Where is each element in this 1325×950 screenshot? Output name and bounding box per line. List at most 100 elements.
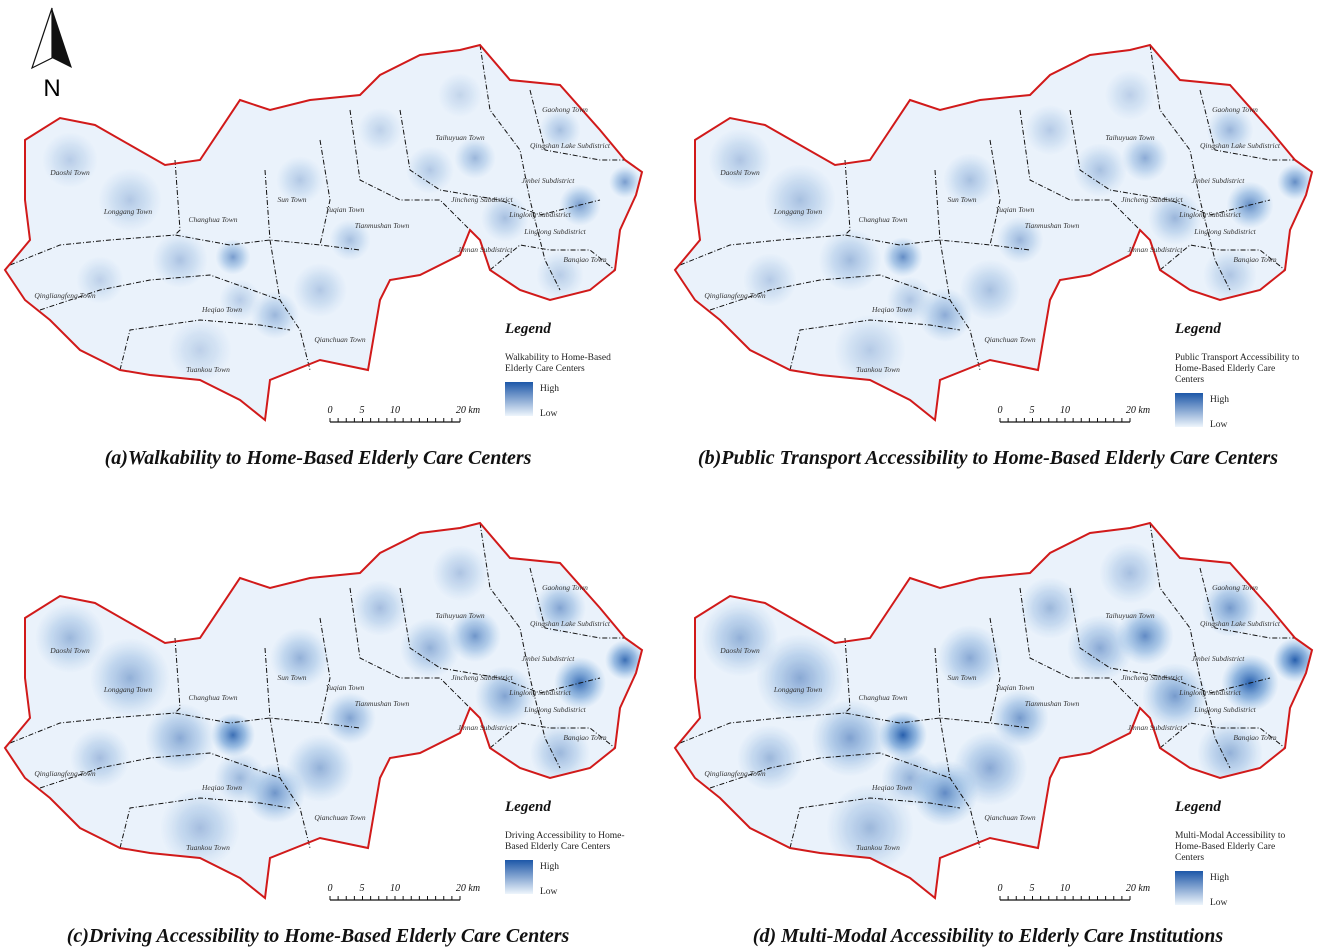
scale-label: 20 km bbox=[1126, 883, 1150, 894]
town-label: Heqiao Town bbox=[871, 783, 912, 792]
town-label: Jincheng Subdistrict bbox=[451, 673, 513, 682]
legend-high: High bbox=[540, 384, 559, 394]
heat-blob bbox=[400, 618, 460, 678]
legend-subtitle: Multi-Modal Accessibility to bbox=[1175, 831, 1286, 841]
town-label: Longgang Town bbox=[773, 685, 823, 694]
heat-blob bbox=[329, 219, 371, 261]
legend-subtitle: Driving Accessibility to Home- bbox=[505, 831, 625, 841]
town-label: Gaohong Town bbox=[1212, 105, 1258, 114]
town-label: Jinnan Subdistrict bbox=[458, 245, 514, 254]
town-label: Jincheng Subdistrict bbox=[1121, 195, 1183, 204]
heat-blob bbox=[826, 784, 914, 872]
heat-blob bbox=[991, 689, 1049, 747]
town-label: Jinnan Subdistrict bbox=[458, 723, 514, 732]
scale-label: 0 bbox=[328, 405, 333, 416]
district-boundary bbox=[319, 139, 331, 246]
legend-title: Legend bbox=[504, 321, 551, 337]
heat-blob bbox=[886, 276, 934, 324]
town-label: Tianmushan Town bbox=[1025, 221, 1080, 230]
town-label: Heqiao Town bbox=[871, 305, 912, 314]
town-label: Linglong Subdistrict bbox=[508, 688, 571, 697]
heat-blob bbox=[536, 251, 584, 299]
legend-low: Low bbox=[540, 887, 558, 897]
town-label: Tianmushan Town bbox=[355, 699, 410, 708]
panel-caption: (c)Driving Accessibility to Home-Based E… bbox=[67, 925, 570, 947]
scale-label: 20 km bbox=[1126, 405, 1150, 416]
town-label: Linglong Subdistrict bbox=[1193, 705, 1256, 714]
scale-label: 5 bbox=[360, 883, 365, 894]
town-label: Daoshi Town bbox=[49, 168, 90, 177]
town-label: Yuqian Town bbox=[996, 683, 1035, 692]
town-label: Linglong Subdistrict bbox=[523, 227, 586, 236]
heat-blob bbox=[214, 752, 266, 804]
district-boundary bbox=[989, 617, 1001, 724]
legend-low: Low bbox=[1210, 420, 1228, 430]
town-label: Yuqian Town bbox=[326, 205, 365, 214]
heat-blob bbox=[357, 107, 403, 153]
district-boundary bbox=[934, 647, 981, 849]
scale-label: 5 bbox=[1030, 883, 1035, 894]
heat-blob bbox=[215, 239, 251, 275]
heat-blob bbox=[834, 314, 906, 386]
heat-blob bbox=[764, 164, 836, 236]
town-label: Heqiao Town bbox=[201, 783, 242, 792]
town-label: Taihuyuan Town bbox=[435, 133, 485, 142]
scale-label: 0 bbox=[998, 883, 1003, 894]
district-boundary bbox=[479, 522, 561, 769]
town-label: Tuankou Town bbox=[186, 365, 230, 374]
panel-caption: (a)Walkability to Home-Based Elderly Car… bbox=[105, 447, 532, 469]
legend-high: High bbox=[540, 862, 559, 872]
town-label: Changhua Town bbox=[188, 215, 237, 224]
heat-blob bbox=[1099, 542, 1161, 604]
district-boundary bbox=[789, 797, 961, 849]
heat-blob bbox=[145, 703, 215, 773]
heat-blob bbox=[1024, 104, 1076, 156]
region-outline bbox=[3, 43, 644, 422]
district-boundary bbox=[989, 139, 1001, 246]
heat-layer bbox=[708, 69, 1312, 386]
district-boundary bbox=[1069, 587, 1271, 694]
heat-blob bbox=[1201, 579, 1259, 637]
heat-blob bbox=[952, 730, 1028, 806]
heat-blob bbox=[534, 582, 586, 634]
district-boundary bbox=[1199, 567, 1295, 639]
scale-label: 0 bbox=[328, 883, 333, 894]
heat-blob bbox=[701, 599, 779, 677]
heat-blob bbox=[406, 146, 454, 194]
legend-low: Low bbox=[1210, 898, 1228, 908]
town-label: Qianchuan Town bbox=[314, 335, 365, 344]
district-boundary bbox=[39, 274, 281, 311]
district-boundary bbox=[844, 637, 851, 714]
town-label: Banqiao Town bbox=[563, 255, 607, 264]
town-label: Taihuyuan Town bbox=[1105, 611, 1155, 620]
town-label: Qingshan Lake Subdistrict bbox=[1200, 141, 1281, 150]
district-boundary bbox=[709, 752, 951, 789]
town-label: Jinbei Subdistrict bbox=[1192, 176, 1246, 185]
map-panel: Daoshi Town Longgang Town Changhua Town Sun… bbox=[3, 43, 644, 469]
town-label: Qianchuan Town bbox=[984, 813, 1035, 822]
heat-blob bbox=[818, 228, 882, 292]
heat-blob bbox=[1203, 248, 1257, 302]
legend-subtitle: Public Transport Accessibility to bbox=[1175, 353, 1300, 363]
heat-blob bbox=[743, 253, 797, 307]
town-label: Yuqian Town bbox=[326, 683, 365, 692]
heat-blob bbox=[708, 128, 772, 192]
heat-blob bbox=[70, 728, 130, 788]
town-label: Changhua Town bbox=[188, 693, 237, 702]
heat-blob bbox=[756, 634, 844, 722]
town-label: Sun Town bbox=[947, 673, 976, 682]
town-label: Qingshan Lake Subdistrict bbox=[530, 141, 611, 150]
heat-blob bbox=[1277, 164, 1312, 200]
town-label: Daoshi Town bbox=[49, 646, 90, 655]
map-panel: Daoshi Town Longgang Town Changhua Town Sun… bbox=[3, 521, 644, 947]
district-boundary bbox=[479, 44, 561, 291]
town-label: Qingliangfeng Town bbox=[704, 291, 765, 300]
town-label: Sun Town bbox=[947, 195, 976, 204]
scale-label: 20 km bbox=[456, 405, 480, 416]
legend-subtitle: Elderly Care Centers bbox=[505, 364, 585, 374]
town-label: Tuankou Town bbox=[856, 843, 900, 852]
heat-blob bbox=[1019, 577, 1081, 639]
heat-blob bbox=[168, 318, 232, 382]
heat-blob bbox=[737, 725, 803, 791]
town-label: Yuqian Town bbox=[996, 205, 1035, 214]
